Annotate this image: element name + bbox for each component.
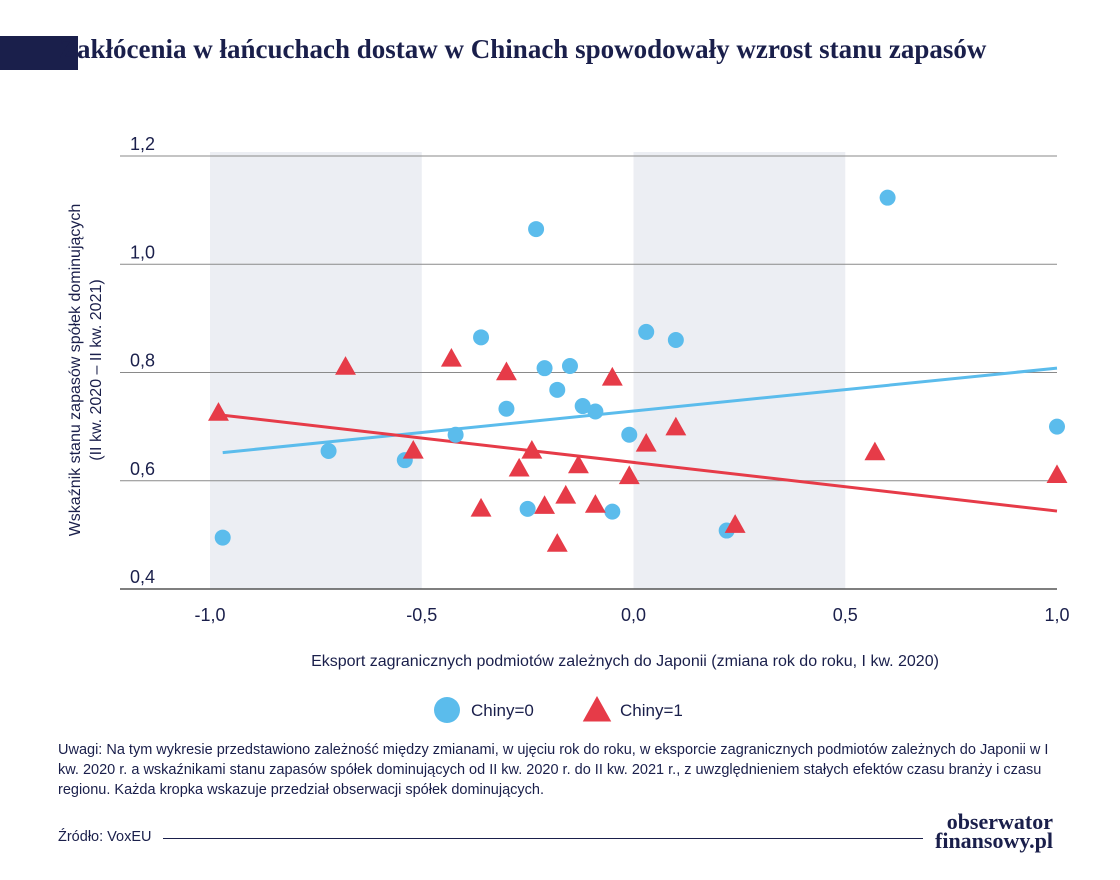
data-point-circle — [498, 400, 515, 417]
data-point-circle — [214, 529, 231, 546]
trend-line — [222, 366, 1058, 455]
data-point-circle — [604, 503, 621, 520]
data-point-circle — [519, 500, 536, 517]
data-point-circle — [320, 442, 337, 459]
data-point-triangle — [635, 432, 657, 452]
legend-marker-triangle — [582, 696, 612, 722]
legend: Chiny=0 Chiny=1 — [434, 696, 683, 723]
data-point-circle — [879, 189, 896, 206]
data-point-triangle — [496, 361, 517, 381]
y-axis-label-period: (II kw. 2020 – II kw. 2021) — [88, 279, 105, 460]
x-tick-label: -1,0 — [194, 605, 225, 625]
data-point-triangle — [665, 416, 687, 436]
data-point-circle — [1049, 418, 1065, 435]
data-point-circle — [667, 332, 684, 349]
data-point-circle — [574, 398, 591, 415]
shaded-band — [210, 152, 422, 589]
data-point-triangle — [335, 356, 356, 375]
data-point-triangle — [724, 514, 746, 533]
y-axis-label: Wskaźnik stanu zapasów spółek dominujący… — [67, 204, 84, 537]
data-point-circle — [638, 323, 655, 340]
x-tick-label: -0,5 — [406, 605, 437, 625]
data-point-triangle — [618, 465, 640, 485]
source-text: Źródło: VoxEU — [58, 829, 152, 845]
brand-logo-line2: finansowy.pl — [935, 828, 1053, 853]
shaded-band — [633, 152, 846, 589]
data-point-triangle — [555, 484, 577, 504]
data-point-triangle — [208, 402, 229, 421]
legend-label: Chiny=1 — [620, 701, 683, 720]
x-axis-label: Eksport zagranicznych podmiotów zależnyc… — [311, 653, 939, 670]
y-tick-label: 0,4 — [130, 567, 155, 587]
data-point-circle — [528, 221, 545, 238]
trend-line — [218, 413, 1058, 513]
data-point-triangle — [440, 347, 462, 367]
legend-label: Chiny=0 — [471, 701, 534, 720]
title-accent-bar — [0, 36, 78, 70]
chart-note: Uwagi: Na tym wykresie przedstawiono zal… — [58, 742, 1049, 798]
data-point-circle — [549, 381, 566, 398]
data-point-triangle — [601, 366, 623, 386]
y-tick-label: 1,2 — [130, 134, 155, 154]
brand-logo: obserwator finansowy.pl — [935, 809, 1053, 853]
source-divider — [163, 838, 923, 839]
data-point-triangle — [546, 533, 568, 552]
brand-logo-line1: obserwator — [946, 809, 1053, 834]
x-tick-label: 1,0 — [1044, 605, 1069, 625]
data-point-triangle — [470, 497, 492, 517]
data-point-circle — [561, 358, 578, 375]
data-point-circle — [473, 329, 490, 346]
data-point-triangle — [1046, 464, 1068, 484]
legend-marker-circle — [434, 697, 460, 723]
data-point-triangle — [508, 457, 530, 477]
data-point-triangle — [584, 494, 606, 513]
data-point-circle — [587, 403, 604, 420]
y-tick-label: 0,6 — [130, 459, 155, 479]
data-point-triangle — [534, 495, 556, 514]
y-tick-label: 1,0 — [130, 242, 155, 262]
data-point-circle — [536, 360, 553, 377]
data-point-circle — [621, 426, 638, 443]
y-tick-label: 0,8 — [130, 351, 155, 371]
data-point-triangle — [864, 441, 886, 461]
data-point-triangle — [402, 439, 424, 459]
data-point-circle — [447, 426, 464, 443]
chart-title: Zakłócenia w łańcuchach dostaw w Chinach… — [59, 34, 987, 64]
data-point-triangle — [567, 454, 589, 474]
x-tick-label: 0,5 — [833, 605, 858, 625]
x-tick-label: 0,0 — [621, 605, 646, 625]
data-point-triangle — [521, 439, 543, 459]
